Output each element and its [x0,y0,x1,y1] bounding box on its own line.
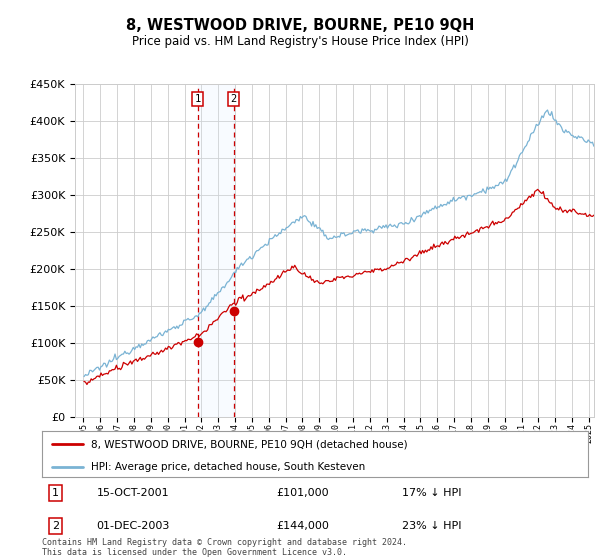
Text: 8, WESTWOOD DRIVE, BOURNE, PE10 9QH (detached house): 8, WESTWOOD DRIVE, BOURNE, PE10 9QH (det… [91,439,408,449]
Text: HPI: Average price, detached house, South Kesteven: HPI: Average price, detached house, Sout… [91,462,365,472]
Text: 01-DEC-2003: 01-DEC-2003 [97,521,170,531]
Text: 17% ↓ HPI: 17% ↓ HPI [403,488,462,498]
Text: £101,000: £101,000 [277,488,329,498]
Text: 23% ↓ HPI: 23% ↓ HPI [403,521,462,531]
Text: 1: 1 [52,488,59,498]
Text: 15-OCT-2001: 15-OCT-2001 [97,488,169,498]
Text: 8, WESTWOOD DRIVE, BOURNE, PE10 9QH: 8, WESTWOOD DRIVE, BOURNE, PE10 9QH [126,18,474,33]
Text: £144,000: £144,000 [277,521,329,531]
Text: Contains HM Land Registry data © Crown copyright and database right 2024.
This d: Contains HM Land Registry data © Crown c… [42,538,407,557]
Bar [198,84,234,417]
Text: 2: 2 [230,94,237,104]
Text: Price paid vs. HM Land Registry's House Price Index (HPI): Price paid vs. HM Land Registry's House … [131,35,469,48]
Text: 2: 2 [52,521,59,531]
Text: 1: 1 [195,94,201,104]
